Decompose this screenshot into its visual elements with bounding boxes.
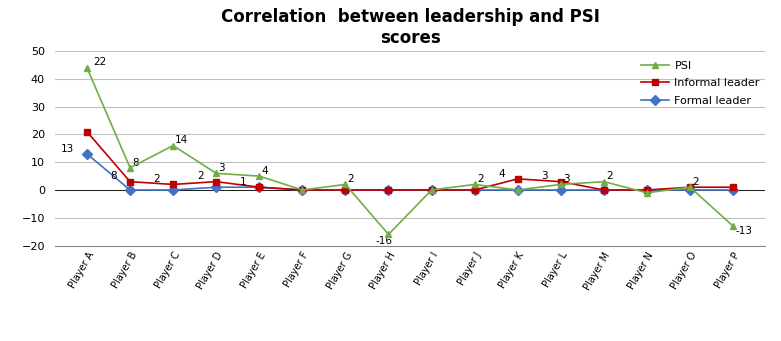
Text: 2: 2 xyxy=(476,174,483,184)
Text: 1: 1 xyxy=(240,177,247,187)
Formal leader xyxy=(126,188,135,192)
Text: 2: 2 xyxy=(197,172,203,181)
Text: 8: 8 xyxy=(132,158,139,167)
PSI xyxy=(255,174,264,178)
Formal leader xyxy=(341,188,350,192)
PSI xyxy=(383,232,393,236)
Text: 2: 2 xyxy=(606,172,612,181)
PSI xyxy=(427,188,437,192)
Informal leader xyxy=(427,188,437,192)
PSI xyxy=(341,182,350,187)
Formal leader xyxy=(82,152,91,156)
Informal leader xyxy=(599,188,608,192)
Line: PSI: PSI xyxy=(84,64,736,238)
PSI xyxy=(298,188,307,192)
Text: 8: 8 xyxy=(111,172,117,181)
Formal leader xyxy=(298,188,307,192)
Text: 2: 2 xyxy=(348,174,355,184)
Informal leader xyxy=(341,188,350,192)
Formal leader xyxy=(685,188,694,192)
Formal leader xyxy=(383,188,393,192)
Formal leader xyxy=(642,188,651,192)
Text: 3: 3 xyxy=(541,172,548,181)
Line: Formal leader: Formal leader xyxy=(84,150,736,193)
Informal leader xyxy=(685,185,694,189)
Informal leader xyxy=(383,188,393,192)
Formal leader xyxy=(599,188,608,192)
PSI xyxy=(599,180,608,184)
Text: 13: 13 xyxy=(61,144,74,154)
Line: Informal leader: Informal leader xyxy=(84,128,736,193)
Formal leader xyxy=(212,185,221,189)
Informal leader xyxy=(212,180,221,184)
PSI xyxy=(685,185,694,189)
Formal leader xyxy=(470,188,480,192)
Formal leader xyxy=(255,185,264,189)
Formal leader xyxy=(513,188,522,192)
PSI xyxy=(470,182,480,187)
Text: 3: 3 xyxy=(563,174,569,184)
PSI xyxy=(126,166,135,170)
Informal leader xyxy=(126,180,135,184)
Text: 22: 22 xyxy=(94,57,107,67)
Text: 4: 4 xyxy=(498,169,505,179)
Text: -16: -16 xyxy=(376,236,393,246)
PSI xyxy=(556,182,565,187)
Informal leader xyxy=(82,130,91,134)
PSI xyxy=(513,188,522,192)
Text: 4: 4 xyxy=(262,166,268,176)
Title: Correlation  between leadership and PSI
scores: Correlation between leadership and PSI s… xyxy=(220,8,600,47)
Informal leader xyxy=(729,185,738,189)
Formal leader xyxy=(169,188,178,192)
Informal leader xyxy=(470,188,480,192)
Text: 2: 2 xyxy=(154,174,160,184)
Text: -13: -13 xyxy=(735,226,752,236)
Formal leader xyxy=(427,188,437,192)
Text: 14: 14 xyxy=(175,135,188,145)
Informal leader xyxy=(169,182,178,187)
Informal leader xyxy=(298,188,307,192)
PSI xyxy=(729,224,738,228)
Informal leader xyxy=(642,188,651,192)
PSI xyxy=(82,66,91,70)
Informal leader xyxy=(513,177,522,181)
Informal leader xyxy=(255,185,264,189)
Informal leader xyxy=(556,180,565,184)
PSI xyxy=(642,191,651,195)
Text: 2: 2 xyxy=(692,177,699,187)
Text: 3: 3 xyxy=(219,163,225,173)
Formal leader xyxy=(556,188,565,192)
Legend: PSI, Informal leader, Formal leader: PSI, Informal leader, Formal leader xyxy=(641,61,760,106)
PSI xyxy=(212,171,221,175)
Formal leader xyxy=(729,188,738,192)
PSI xyxy=(169,144,178,148)
